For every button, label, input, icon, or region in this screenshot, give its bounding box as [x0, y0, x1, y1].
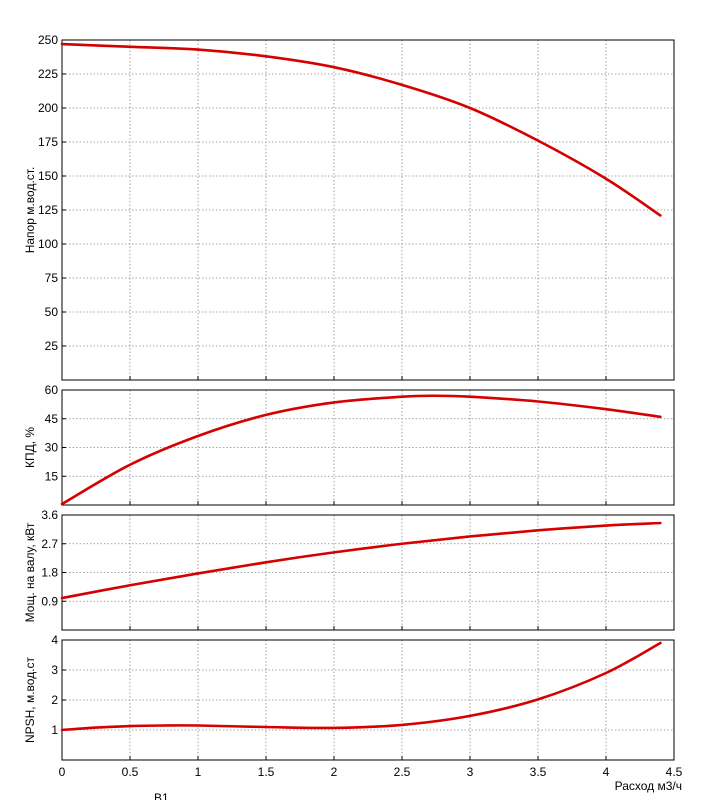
series-line-0 — [60, 42, 662, 217]
y-tick-label: 175 — [38, 135, 58, 149]
y-tick-label: 100 — [38, 237, 58, 251]
y-axis-label-2: Мощ. на валу, кВт — [23, 522, 37, 622]
y-tick-label: 150 — [38, 169, 58, 183]
x-tick-label: 3 — [467, 765, 474, 779]
y-tick-label: 1.8 — [41, 566, 58, 580]
y-tick-label: 45 — [45, 412, 59, 426]
y-axis-label-1: КПД, % — [23, 427, 37, 468]
y-tick-label: 3 — [51, 663, 58, 677]
y-tick-label: 1 — [51, 723, 58, 737]
x-tick-label: 0 — [59, 765, 66, 779]
y-axis-label-3: NPSH, м.вод.ст — [23, 656, 37, 743]
x-tick-label: 1.5 — [258, 765, 275, 779]
x-tick-label: 4.5 — [666, 765, 683, 779]
y-tick-label: 200 — [38, 101, 58, 115]
y-tick-label: 2.7 — [41, 537, 58, 551]
panel-frame-2 — [61, 514, 675, 631]
y-tick-label: 250 — [38, 33, 58, 47]
x-tick-label: 0.5 — [122, 765, 139, 779]
y-tick-label: 75 — [45, 271, 59, 285]
x-tick-label: 3.5 — [530, 765, 547, 779]
y-tick-label: 60 — [45, 383, 59, 397]
x-tick-label: 2 — [331, 765, 338, 779]
series-line-1 — [60, 394, 662, 506]
series-line-2 — [60, 521, 662, 600]
y-tick-label: 15 — [45, 469, 59, 483]
x-tick-label: 1 — [195, 765, 202, 779]
panel-frame-3 — [61, 639, 675, 761]
y-tick-label: 225 — [38, 67, 58, 81]
y-tick-label: 4 — [51, 633, 58, 647]
y-tick-label: 125 — [38, 203, 58, 217]
x-tick-label: 2.5 — [394, 765, 411, 779]
y-axis-label-0: Напор м.вод.ст. — [23, 167, 37, 254]
y-tick-label: 2 — [51, 693, 58, 707]
panel-frame-1 — [61, 389, 675, 506]
curve-label: В1 — [154, 791, 169, 800]
panel-frame-0 — [61, 39, 675, 381]
y-tick-label: 50 — [45, 305, 59, 319]
y-tick-label: 30 — [45, 441, 59, 455]
x-tick-label: 4 — [603, 765, 610, 779]
y-tick-label: 0.9 — [41, 594, 58, 608]
y-tick-label: 25 — [45, 339, 59, 353]
x-axis-label: Расход м3/ч — [615, 779, 682, 793]
series-line-3 — [60, 641, 662, 732]
y-tick-label: 3.6 — [41, 508, 58, 522]
